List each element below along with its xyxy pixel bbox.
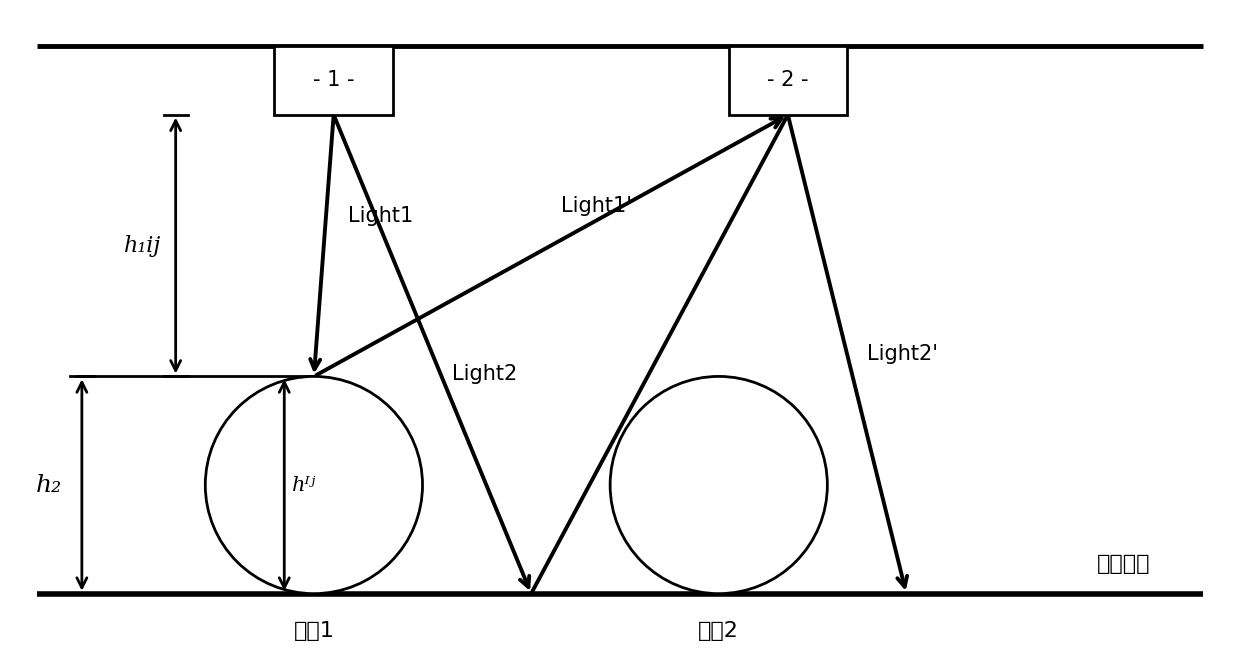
Bar xyxy=(274,46,393,115)
Text: 芯片基板: 芯片基板 xyxy=(1097,554,1151,574)
Text: Light1': Light1' xyxy=(560,196,631,216)
Text: hᴵʲ: hᴵʲ xyxy=(293,475,316,495)
Text: 焊球2: 焊球2 xyxy=(698,621,739,641)
Text: Light2: Light2 xyxy=(453,364,517,384)
Circle shape xyxy=(206,377,423,594)
Text: Light1: Light1 xyxy=(348,206,414,226)
Text: h₂: h₂ xyxy=(36,473,62,496)
Text: Light2': Light2' xyxy=(867,344,937,364)
Text: h₁ij: h₁ij xyxy=(124,234,161,257)
Circle shape xyxy=(610,377,827,594)
Bar xyxy=(729,46,847,115)
Text: - 2 -: - 2 - xyxy=(768,70,808,90)
Text: 焊球1: 焊球1 xyxy=(294,621,335,641)
Text: - 1 -: - 1 - xyxy=(312,70,355,90)
